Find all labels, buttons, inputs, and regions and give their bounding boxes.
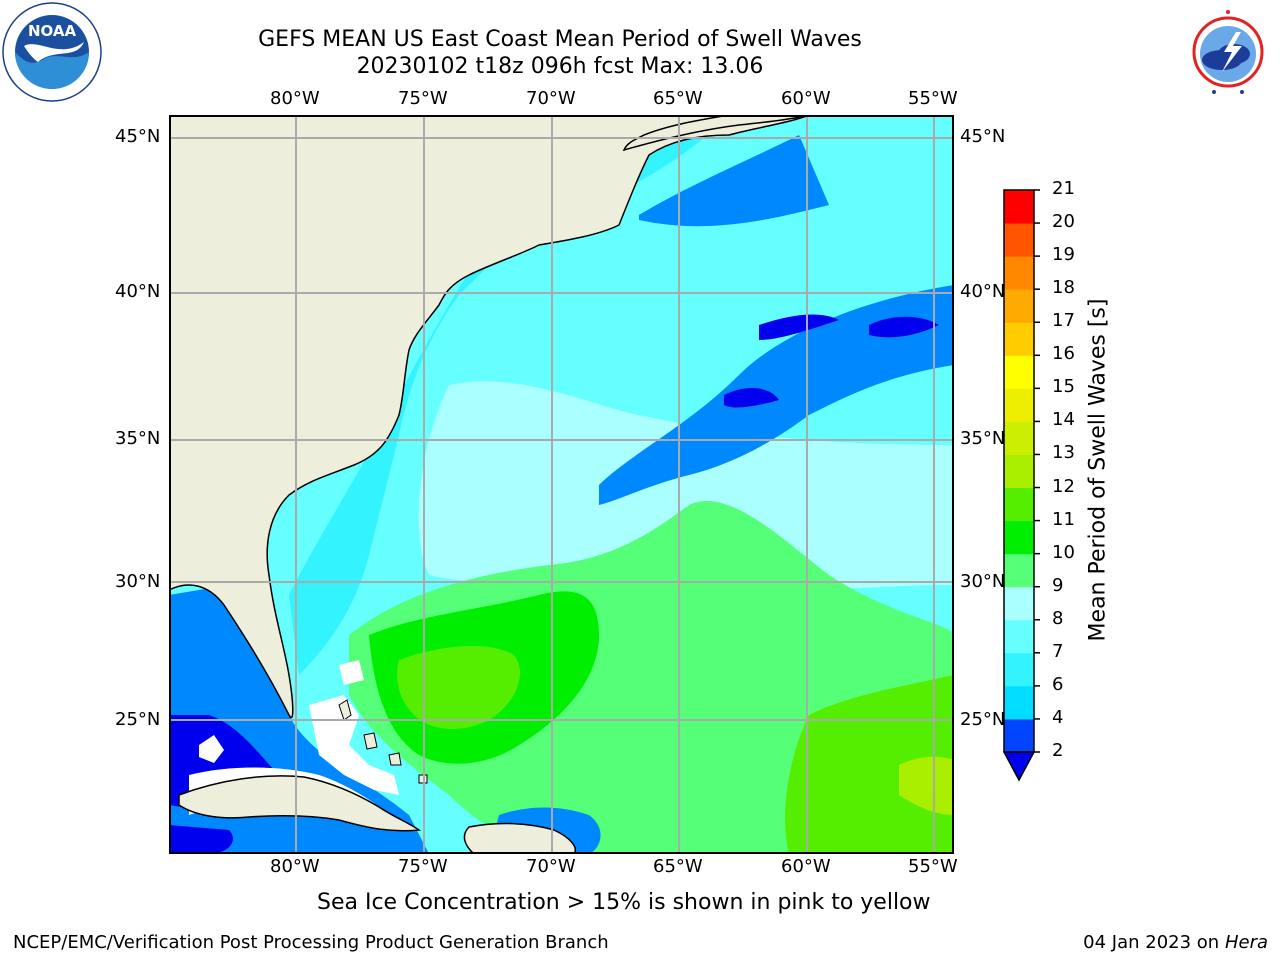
colorbar-tick-label: 18: [1052, 277, 1075, 299]
lat-label-right-40n: 40°N: [960, 281, 1006, 302]
colorbar-bin: [1004, 388, 1034, 422]
lat-label-right-35n: 35°N: [960, 428, 1006, 449]
colorbar-bin: [1004, 289, 1034, 323]
footer-date: 04 Jan 2023 on Hera: [1083, 932, 1268, 953]
lon-label-bottom-55w: 55°W: [908, 856, 958, 877]
lon-label-top-70w: 70°W: [526, 88, 576, 109]
colorbar-bin: [1004, 487, 1034, 522]
footer-machine: Hera: [1224, 932, 1268, 953]
colorbar-bin: [1004, 256, 1034, 290]
colorbar-tick-label: 20: [1052, 211, 1075, 233]
lon-label-bottom-70w: 70°W: [526, 856, 576, 877]
colorbar-tick-label: 7: [1052, 640, 1064, 662]
chart-subtitle: 20230102 t18z 096h fcst Max: 13.06: [356, 54, 764, 79]
chart-title: GEFS MEAN US East Coast Mean Period of S…: [258, 27, 862, 52]
contour-11-12s-core: [397, 645, 520, 730]
lat-label-right-45n: 45°N: [960, 126, 1006, 147]
lat-label-right-25n: 25°N: [960, 709, 1006, 730]
colorbar-bin: [1004, 190, 1034, 224]
colorbar-tick-label: 11: [1052, 508, 1075, 530]
lat-label-left-25n: 25°N: [115, 709, 161, 730]
colorbar-tick-label: 13: [1052, 442, 1075, 464]
colorbar-tick-label: 2: [1052, 740, 1064, 761]
land-cuba: [178, 775, 422, 832]
colorbar-bin: [1004, 718, 1034, 753]
nws-logo: [1179, 3, 1277, 101]
colorbar-bin: [1004, 355, 1034, 389]
colorbar-tick-label: 21: [1052, 178, 1075, 199]
colorbar-tick-label: 9: [1052, 574, 1064, 596]
contour-12-13s-southeast: [899, 756, 954, 815]
colorbar-bin: [1004, 454, 1034, 489]
colorbar-under-extension: [1002, 751, 1036, 782]
sea-ice-note: Sea Ice Concentration > 15% is shown in …: [317, 890, 931, 915]
lon-label-top-60w: 60°W: [781, 88, 831, 109]
land-north-america: [169, 115, 810, 719]
lon-label-bottom-75w: 75°W: [398, 856, 448, 877]
colorbar-tick-label: 12: [1052, 475, 1075, 497]
colorbar-tick-label: 17: [1052, 310, 1075, 332]
colorbar-bin: [1004, 685, 1034, 720]
colorbar-tick-label: 14: [1052, 409, 1075, 431]
colorbar-bin: [1004, 553, 1034, 588]
contour-under-2s-band: [724, 314, 939, 408]
lon-label-bottom-80w: 80°W: [270, 856, 320, 877]
map-canvas: [169, 115, 954, 854]
colorbar-label: Mean Period of Swell Waves [s]: [1085, 298, 1111, 642]
colorbar-bin: [1004, 652, 1034, 687]
lon-label-top-65w: 65°W: [653, 88, 703, 109]
colorbar-tick-label: 8: [1052, 607, 1064, 629]
colorbar-tick-label: 19: [1052, 244, 1075, 266]
map-frame: [169, 115, 954, 854]
colorbar-frame: [1003, 189, 1035, 753]
lon-label-top-80w: 80°W: [270, 88, 320, 109]
no-data-small: [199, 735, 224, 763]
colorbar-bin: [1004, 223, 1034, 257]
colorbar-bin: [1004, 520, 1034, 555]
colorbar: [1002, 189, 1040, 782]
svg-text:NOAA: NOAA: [28, 22, 77, 40]
colorbar-tick-label: 15: [1052, 376, 1075, 398]
contour-2-4s-main: [599, 285, 954, 505]
footer-credit: NCEP/EMC/Verification Post Processing Pr…: [13, 932, 609, 953]
lon-label-bottom-60w: 60°W: [781, 856, 831, 877]
noaa-logo: NOAA: [2, 2, 102, 102]
lon-label-top-75w: 75°W: [398, 88, 448, 109]
colorbar-bin: [1004, 322, 1034, 356]
colorbar-tick-label: 16: [1052, 343, 1075, 365]
graticule: [169, 115, 954, 854]
contour-2-4s-northeast: [639, 135, 829, 227]
lon-label-top-55w: 55°W: [908, 88, 958, 109]
swell-period-map: [169, 115, 954, 854]
colorbar-tick-label: 10: [1052, 541, 1075, 563]
lat-label-left-45n: 45°N: [115, 126, 161, 147]
lon-label-bottom-65w: 65°W: [653, 856, 703, 877]
lat-label-left-40n: 40°N: [115, 281, 161, 302]
lat-label-left-30n: 30°N: [115, 571, 161, 592]
land-bahamas: [338, 699, 428, 784]
lat-label-left-35n: 35°N: [115, 428, 161, 449]
colorbar-tick-label: 6: [1052, 673, 1064, 695]
land-hispaniola: [463, 822, 576, 854]
colorbar-bin: [1004, 619, 1034, 654]
footer-date-text: 04 Jan 2023 on: [1083, 932, 1220, 953]
colorbar-tick-label: 4: [1052, 706, 1064, 728]
colorbar-bin: [1004, 586, 1034, 621]
no-data-bahamas: [309, 660, 399, 795]
lat-label-right-30n: 30°N: [960, 571, 1006, 592]
colorbar-bin: [1004, 421, 1034, 455]
